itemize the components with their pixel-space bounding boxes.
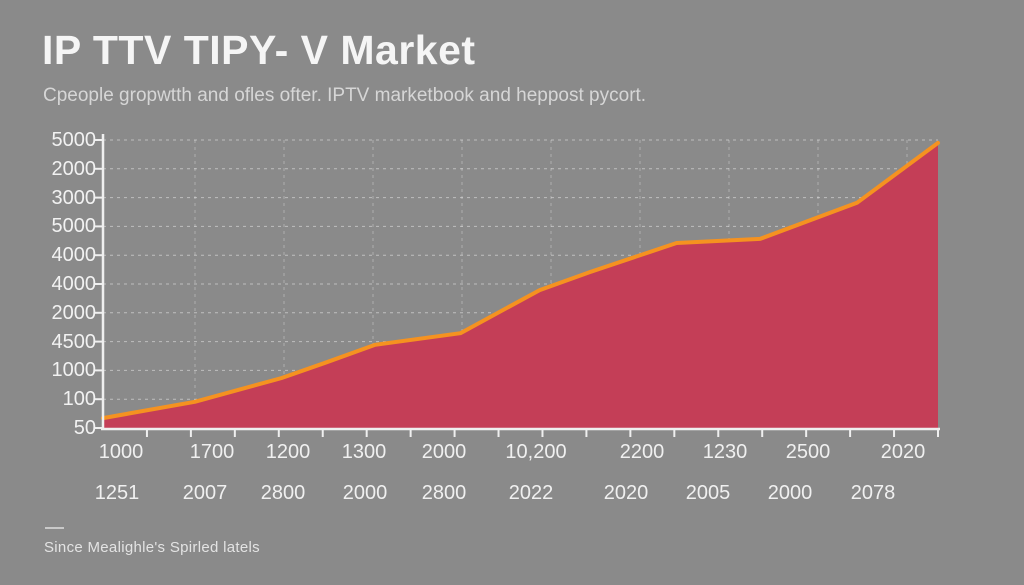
x-axis-tick-label-secondary: 2800 [421, 482, 467, 504]
y-axis-tick-label: 3000 [51, 186, 97, 209]
line-series [101, 140, 940, 421]
x-axis-tick-label-primary: 1200 [265, 441, 311, 463]
area-series [103, 142, 938, 428]
x-axis-tick-label-secondary: 2000 [767, 482, 813, 504]
x-axis-tick-label-primary: 1300 [341, 441, 387, 463]
x-axis-tick-label-primary: 1000 [98, 441, 144, 463]
x-axis-tick-label-primary: 1230 [702, 441, 748, 463]
x-axis-tick-label-primary: 2020 [880, 441, 926, 463]
y-axis-tick-label: 4000 [51, 273, 97, 295]
footnote-dash [45, 527, 64, 529]
page-subtitle: Cpeople gropwtth and ofles ofter. IPTV m… [43, 85, 647, 106]
y-axis-tick-label: 5000 [51, 129, 97, 151]
footnote-text: Since Mealighle's Spirled latels [44, 539, 260, 556]
x-axis-tick-label-secondary: 2022 [508, 482, 554, 504]
x-axis-tick-label-primary: 1700 [189, 441, 235, 463]
x-axis-tick-label-primary: 2000 [421, 441, 467, 463]
y-axis-tick-label: 100 [62, 388, 96, 411]
y-axis-tick-label: 2000 [51, 157, 97, 180]
x-axis-tick-label-secondary: 2078 [850, 482, 896, 504]
y-axis-tick-label: 1000 [51, 359, 97, 382]
x-axis-tick-label-primary: 2500 [785, 441, 831, 463]
y-axis-tick-label: 2000 [51, 301, 97, 324]
x-axis-tick-label-secondary: 2005 [685, 482, 731, 504]
x-axis-tick-label-secondary: 2800 [260, 482, 306, 504]
x-axis-tick-label-secondary: 2000 [342, 482, 388, 504]
x-axis-tick-label-secondary: 2020 [603, 482, 649, 504]
x-axis-tick-label-secondary: 1251 [94, 482, 140, 504]
y-axis-tick-label: 5000 [51, 215, 97, 238]
y-axis-tick-label: 4000 [51, 244, 97, 267]
page-title: IP TTV TIPY- V Market [42, 27, 476, 73]
y-axis-tick-label: 50 [73, 417, 96, 439]
y-axis-tick-label: 4500 [51, 330, 97, 353]
x-axis-tick-label-secondary: 2007 [182, 482, 228, 504]
x-axis-tick-label-primary: 10,200 [505, 441, 567, 463]
x-axis-tick-label-primary: 2200 [619, 441, 665, 463]
